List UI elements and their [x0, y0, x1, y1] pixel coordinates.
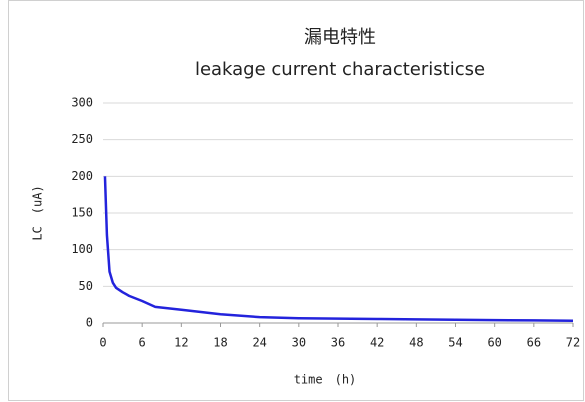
x-tick-label: 12: [174, 336, 188, 350]
x-tick-label: 48: [409, 336, 423, 350]
x-tick-label: 42: [370, 336, 384, 350]
y-tick-label: 100: [71, 242, 93, 256]
x-axis-label: time (h): [294, 373, 357, 387]
x-tick-label: 6: [139, 336, 146, 350]
y-tick-label: 300: [71, 96, 93, 110]
y-tick-label: 200: [71, 169, 93, 183]
x-tick-label: 60: [487, 336, 501, 350]
y-tick-label: 0: [86, 316, 93, 330]
y-tick-label: 250: [71, 132, 93, 146]
x-tick-label: 72: [566, 336, 580, 350]
x-tick-label: 54: [448, 336, 462, 350]
y-tick-label: 50: [79, 279, 93, 293]
data-line: [103, 176, 574, 323]
x-tick-label: 24: [252, 336, 266, 350]
x-tick-label: 66: [527, 336, 541, 350]
x-tick-label: 36: [331, 336, 345, 350]
y-tick-label: 150: [71, 206, 93, 220]
x-tick-label: 0: [99, 336, 106, 350]
x-tick-label: 30: [292, 336, 306, 350]
chart-border: [8, 0, 584, 401]
y-axis-label: LC (uA): [31, 185, 45, 240]
chart-title: 漏电特性: [304, 27, 376, 48]
x-tick-label: 18: [213, 336, 227, 350]
chart-subtitle: leakage current characteristicse: [195, 59, 485, 80]
